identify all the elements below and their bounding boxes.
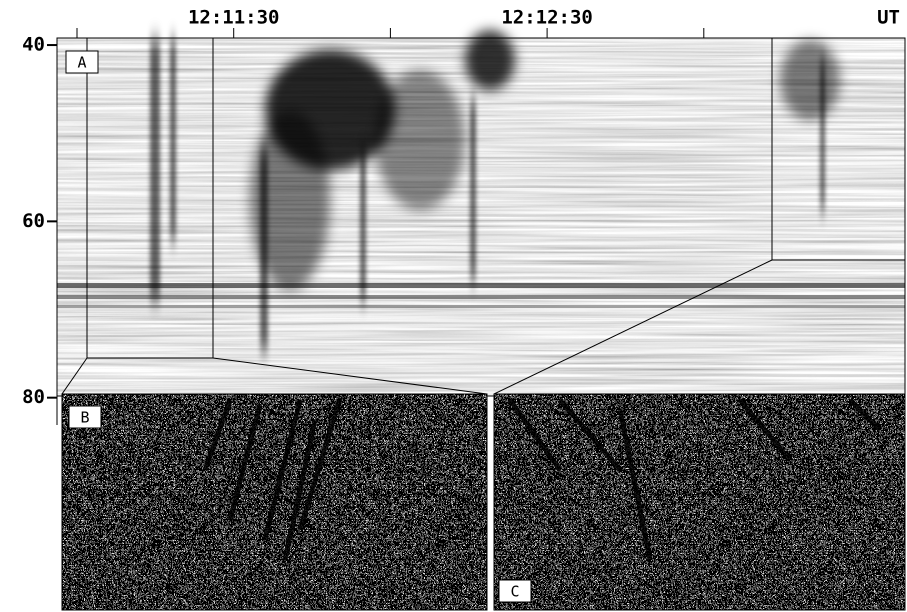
panel-a-image — [57, 30, 905, 396]
x-unit: UT — [877, 7, 900, 29]
panel-b-image — [62, 394, 487, 610]
y-tick-label: 60 — [22, 210, 45, 232]
panel-label: A — [77, 54, 86, 72]
panel-label: C — [510, 583, 519, 601]
panel-c-image — [494, 394, 905, 610]
x-tick-label: 12:11:30 — [188, 7, 280, 29]
figure: A B C UT 40 60 80 12:11:30 12:12:30 — [0, 0, 907, 612]
y-tick-label: 40 — [22, 34, 45, 56]
panel-label: B — [80, 409, 89, 427]
x-tick-label: 12:12:30 — [501, 7, 593, 29]
y-tick-label: 80 — [22, 386, 45, 408]
